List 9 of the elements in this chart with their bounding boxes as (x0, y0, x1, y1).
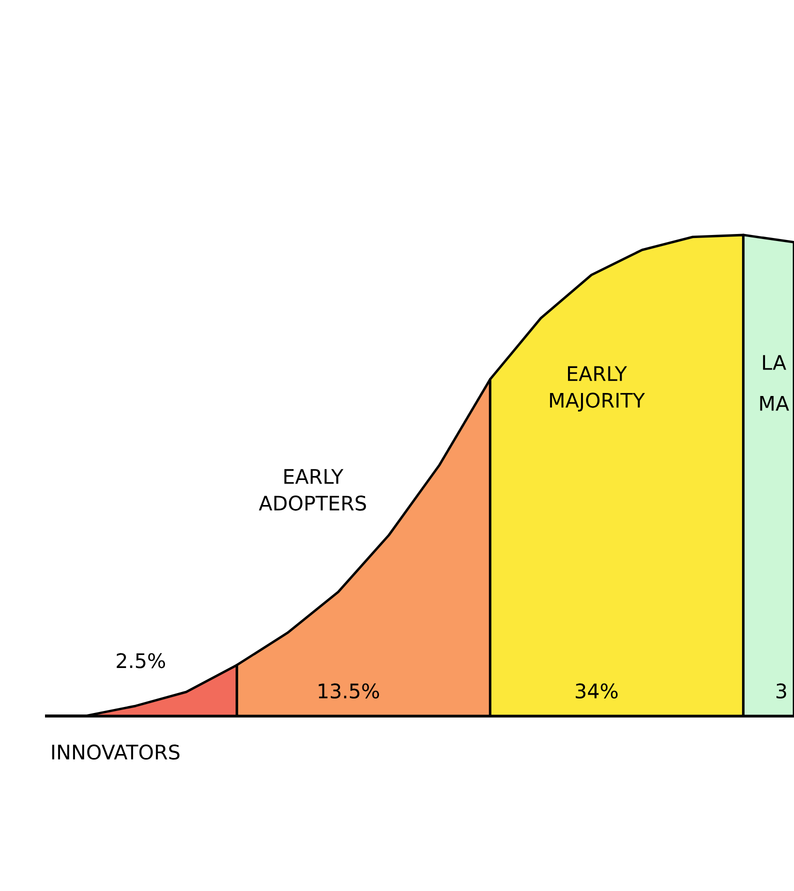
annotation: 34% (576, 683, 618, 699)
annotation: MA (760, 396, 790, 411)
text: INNOVATORS (52, 744, 180, 760)
annotation: EARLY MAJORITY (550, 366, 645, 412)
annotation: LA (763, 355, 786, 370)
annotation: EARLY ADOPTERS (258, 469, 366, 511)
annotation: 2.5% (116, 653, 166, 668)
annotation: 13.5% (318, 683, 379, 699)
annotation: 3 (776, 683, 786, 699)
